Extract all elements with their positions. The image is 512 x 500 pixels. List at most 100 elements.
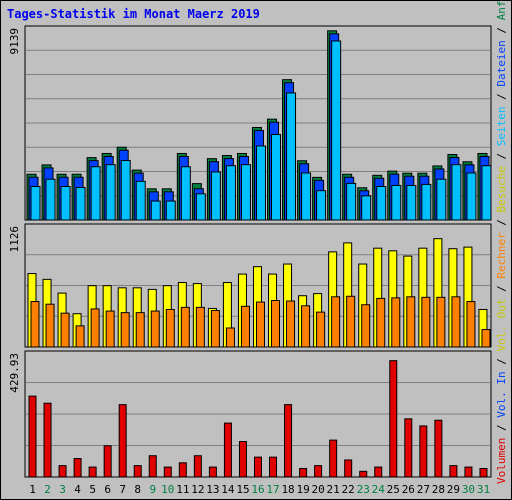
bar-seiten-day-27 bbox=[421, 183, 432, 221]
bar-seiten-day-20 bbox=[316, 190, 327, 221]
bar-volumen-day-19 bbox=[299, 467, 308, 478]
legend-entry-5: / bbox=[495, 279, 508, 299]
x-tick-day-22: 22 bbox=[342, 483, 355, 496]
x-tick-day-14: 14 bbox=[221, 483, 235, 496]
x-tick-day-21: 21 bbox=[327, 483, 340, 496]
bar-seiten-day-4 bbox=[75, 187, 86, 221]
bar-volumen-day-12 bbox=[193, 455, 202, 478]
x-tick-day-26: 26 bbox=[402, 483, 415, 496]
x-tick-day-11: 11 bbox=[176, 483, 189, 496]
bar-volumen-day-22 bbox=[344, 459, 353, 478]
x-tick-day-24: 24 bbox=[372, 483, 386, 496]
x-tick-day-9: 9 bbox=[149, 483, 156, 496]
legend-entry-3: / bbox=[495, 352, 508, 372]
x-tick-day-27: 27 bbox=[417, 483, 430, 496]
x-tick-day-23: 23 bbox=[357, 483, 370, 496]
bar-volumen-day-4 bbox=[73, 458, 82, 478]
bar-seiten-day-22 bbox=[346, 182, 357, 221]
bar-volumen-day-24 bbox=[374, 466, 383, 478]
x-tick-day-25: 25 bbox=[387, 483, 400, 496]
bar-seiten-day-1 bbox=[30, 185, 41, 221]
bar-rechner-day-26 bbox=[406, 296, 416, 348]
bar-rechner-day-21 bbox=[331, 296, 341, 348]
bar-rechner-day-10 bbox=[165, 308, 175, 348]
bar-volumen-day-31 bbox=[479, 467, 488, 478]
bar-rechner-day-4 bbox=[75, 325, 85, 348]
x-tick-day-8: 8 bbox=[134, 483, 141, 496]
bar-volumen-day-14 bbox=[223, 422, 232, 478]
bar-rechner-day-29 bbox=[451, 296, 461, 348]
bar-volumen-day-11 bbox=[178, 462, 187, 478]
bar-seiten-day-11 bbox=[180, 166, 191, 221]
x-tick-day-31: 31 bbox=[477, 483, 490, 496]
x-tick-day-7: 7 bbox=[119, 483, 126, 496]
bar-rechner-day-2 bbox=[45, 303, 55, 348]
bar-volumen-day-26 bbox=[404, 418, 413, 478]
x-tick-day-29: 29 bbox=[447, 483, 460, 496]
bar-rechner-day-11 bbox=[180, 306, 190, 348]
bar-volumen-day-23 bbox=[359, 470, 368, 478]
bar-volumen-day-3 bbox=[58, 465, 67, 478]
bar-seiten-day-13 bbox=[210, 171, 221, 221]
bar-volumen-day-25 bbox=[389, 360, 398, 478]
bar-volumen-day-20 bbox=[314, 465, 323, 478]
x-tick-day-20: 20 bbox=[312, 483, 325, 496]
bar-volumen-day-15 bbox=[238, 441, 247, 478]
bar-rechner-day-17 bbox=[271, 299, 281, 348]
bar-rechner-day-27 bbox=[421, 296, 431, 348]
legend-entry-8: Besuche bbox=[495, 166, 508, 212]
x-tick-day-3: 3 bbox=[59, 483, 66, 496]
bar-rechner-day-24 bbox=[376, 297, 386, 348]
bar-rechner-day-14 bbox=[225, 327, 235, 348]
bar-rechner-day-15 bbox=[240, 305, 250, 348]
bar-volumen-day-18 bbox=[284, 404, 293, 478]
bar-seiten-day-10 bbox=[165, 200, 176, 221]
x-tick-day-4: 4 bbox=[74, 483, 81, 496]
legend-entry-7: / bbox=[495, 212, 508, 232]
bar-rechner-day-16 bbox=[255, 301, 265, 348]
right-legend: Volumen / Vol. In / Vol. Out / Rechner /… bbox=[495, 0, 508, 484]
legend-entry-0: Volumen bbox=[495, 438, 508, 484]
bar-seiten-day-29 bbox=[451, 164, 462, 221]
legend-entry-10: Seiten bbox=[495, 106, 508, 146]
bar-seiten-day-9 bbox=[150, 200, 161, 221]
bar-rechner-day-5 bbox=[90, 308, 100, 348]
bar-rechner-day-7 bbox=[120, 312, 130, 348]
legend-entry-6: Rechner bbox=[495, 232, 508, 279]
bar-seiten-day-14 bbox=[225, 165, 236, 221]
bar-seiten-day-17 bbox=[271, 134, 282, 221]
bar-rechner-day-3 bbox=[60, 312, 70, 348]
bar-seiten-day-18 bbox=[286, 92, 297, 221]
legend-entry-11: / bbox=[495, 87, 508, 107]
x-tick-day-19: 19 bbox=[296, 483, 309, 496]
bar-seiten-day-24 bbox=[376, 185, 387, 221]
x-tick-day-5: 5 bbox=[89, 483, 96, 496]
bar-volumen-day-7 bbox=[118, 404, 127, 478]
x-tick-day-18: 18 bbox=[281, 483, 294, 496]
bar-volumen-day-6 bbox=[103, 445, 112, 478]
bar-volumen-day-29 bbox=[449, 465, 458, 478]
legend-entry-1: / bbox=[495, 418, 508, 438]
bar-rechner-day-8 bbox=[135, 312, 145, 348]
bar-rechner-day-28 bbox=[436, 296, 446, 348]
legend-entry-13: / bbox=[495, 20, 508, 40]
bar-rechner-day-23 bbox=[361, 304, 371, 348]
legend-entry-4: Vol. Out bbox=[495, 299, 508, 352]
bar-seiten-day-31 bbox=[481, 165, 492, 221]
bar-seiten-day-6 bbox=[105, 164, 116, 221]
bar-volumen-day-30 bbox=[464, 466, 473, 478]
bar-rechner-day-9 bbox=[150, 310, 160, 348]
bar-rechner-day-13 bbox=[210, 310, 220, 348]
x-tick-day-28: 28 bbox=[432, 483, 445, 496]
bar-rechner-day-12 bbox=[195, 306, 205, 348]
bar-seiten-day-19 bbox=[301, 172, 312, 221]
legend-entry-9: / bbox=[495, 146, 508, 166]
legend-entry-14: Anfragen bbox=[495, 0, 508, 20]
bar-seiten-day-30 bbox=[466, 172, 477, 221]
bar-rechner-day-22 bbox=[346, 295, 356, 348]
bar-seiten-day-3 bbox=[60, 185, 71, 221]
x-tick-day-15: 15 bbox=[236, 483, 249, 496]
bar-volumen-day-16 bbox=[253, 456, 262, 478]
bar-volumen-day-2 bbox=[43, 402, 52, 478]
